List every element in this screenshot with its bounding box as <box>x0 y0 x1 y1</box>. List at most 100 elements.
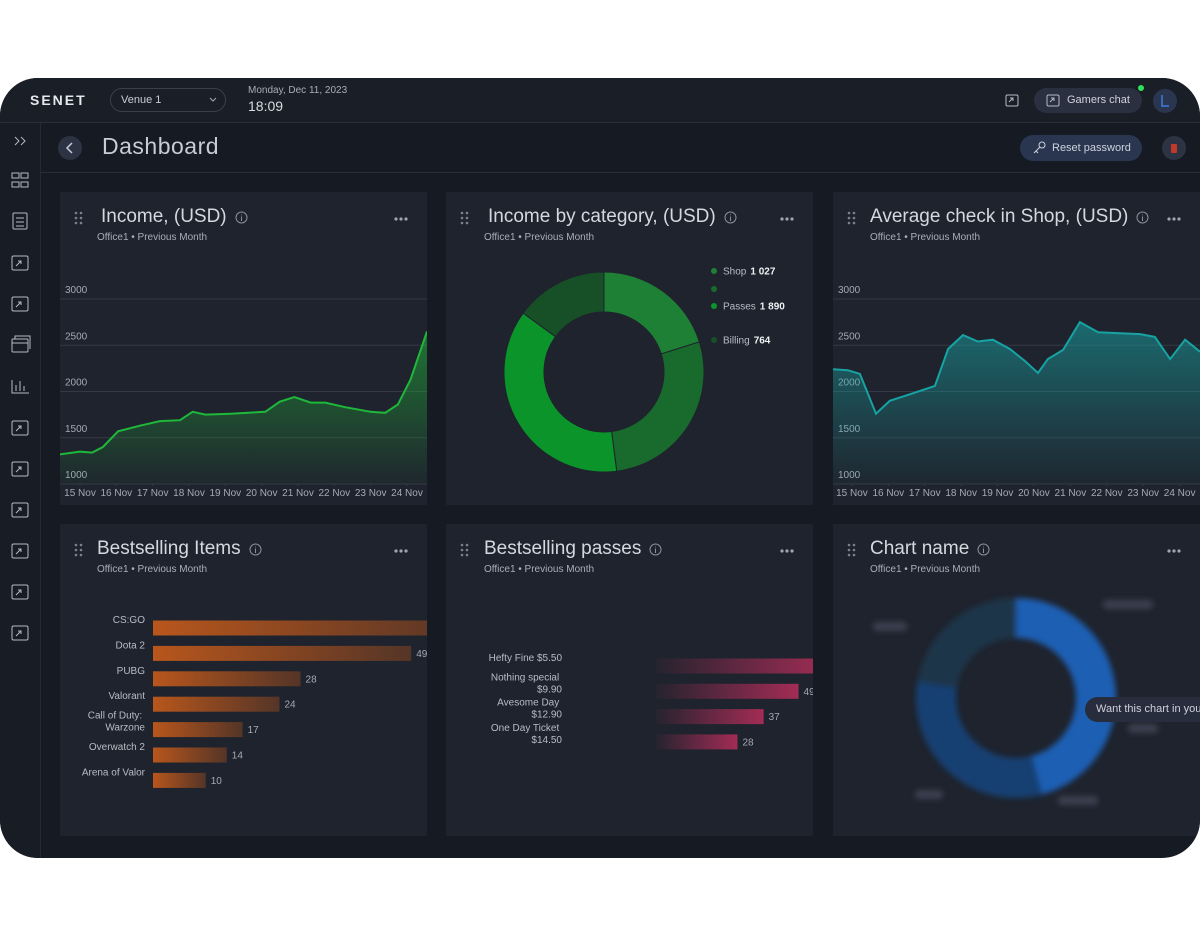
y-tick-label: 3000 <box>65 285 88 296</box>
menu-dot <box>785 217 789 221</box>
online-dot <box>1138 85 1144 91</box>
promo-button[interactable]: Want this chart in your <box>1085 697 1200 722</box>
category-label: Dota 2 <box>116 640 146 651</box>
gamers-chat-button[interactable]: Gamers chat <box>1034 88 1142 113</box>
info-icon[interactable] <box>1136 211 1149 224</box>
handle-dot <box>847 211 851 215</box>
value-label: 28 <box>306 674 318 685</box>
x-tick-label: 21 Nov <box>1055 488 1087 499</box>
legend-value: 1 890 <box>760 302 785 313</box>
card-menu[interactable] <box>394 217 408 221</box>
reset-password-button[interactable]: Reset password <box>1020 135 1142 161</box>
value-label: 24 <box>284 700 296 711</box>
menu-dot <box>780 217 784 221</box>
card-subtitle: Office1 • Previous Month <box>870 564 981 575</box>
card-menu[interactable] <box>780 549 794 553</box>
handle-dot <box>79 548 83 552</box>
bar <box>153 645 412 661</box>
passes-card: Hefty Fine $5.5060Nothing special $9.904… <box>446 524 813 836</box>
handle-dot <box>852 221 856 225</box>
handle-dot <box>74 548 78 552</box>
delete-button[interactable] <box>1161 135 1187 161</box>
avatar[interactable] <box>1150 82 1180 118</box>
logo: SENET <box>30 92 87 108</box>
card-menu[interactable] <box>1167 217 1181 221</box>
legend-item: Billing 764 <box>723 336 771 347</box>
page-title: Dashboard <box>102 133 220 159</box>
info-icon[interactable] <box>724 211 737 224</box>
screen-icon[interactable] <box>1005 94 1019 107</box>
card-subtitle: Office1 • Previous Month <box>870 232 981 243</box>
sidebar-icons <box>11 136 31 641</box>
donut-slice <box>522 271 605 338</box>
card-title-row: Income by category, (USD) <box>488 206 737 228</box>
chat-label: Gamers chat <box>1067 94 1130 106</box>
handle-dot <box>79 211 83 215</box>
area <box>60 331 427 484</box>
card-menu[interactable] <box>780 217 794 221</box>
category-label: CS:GO <box>113 615 145 626</box>
card-header: Bestselling passes Office1 • Previous Mon… <box>446 538 813 578</box>
card-subtitle: Office1 • Previous Month <box>484 232 595 243</box>
x-tick-label: 16 Nov <box>100 488 132 499</box>
x-tick-label: 19 Nov <box>982 488 1014 499</box>
x-tick-label: 15 Nov <box>836 488 868 499</box>
handle-dot <box>465 548 469 552</box>
category-label: PUBG <box>117 666 146 677</box>
handle-dot <box>847 221 851 225</box>
value-label: 17 <box>248 725 260 736</box>
chevron <box>209 97 217 102</box>
info-icon[interactable] <box>977 543 990 556</box>
handle-dot <box>79 543 83 547</box>
date: Monday, Dec 11, 2023 <box>248 85 348 96</box>
legend-label: Passes <box>723 302 756 313</box>
handle-dot <box>460 548 464 552</box>
y-tick-label: 3000 <box>838 285 861 296</box>
drag-handle <box>460 543 469 557</box>
bar <box>153 620 427 636</box>
handle-dot <box>79 216 83 220</box>
handle-dot <box>465 216 469 220</box>
info-icon[interactable] <box>249 543 262 556</box>
menu-dot <box>404 549 408 553</box>
donut-slice <box>611 341 705 472</box>
handle-dot <box>74 211 78 215</box>
bar <box>656 683 799 699</box>
venue-select[interactable]: Venue 1 <box>110 88 226 112</box>
card-menu[interactable] <box>1167 549 1181 553</box>
menu-dot <box>1167 217 1171 221</box>
card-header: Average check in Shop, (USD) Office1 • Pr… <box>833 206 1200 246</box>
bar <box>153 722 243 738</box>
y-tick-label: 2500 <box>838 331 861 342</box>
x-tick-label: 22 Nov <box>318 488 350 499</box>
y-tick-label: 2000 <box>65 378 88 389</box>
bar <box>153 747 227 763</box>
drag-handle <box>847 543 856 557</box>
back-button[interactable] <box>57 135 83 161</box>
key-icon <box>1033 141 1046 154</box>
passes-chart: Hefty Fine $5.5060Nothing special $9.904… <box>460 543 813 750</box>
handle-dot <box>79 553 83 557</box>
bar <box>656 658 813 674</box>
info-icon[interactable] <box>235 211 248 224</box>
x-tick-label: 15 Nov <box>64 488 96 499</box>
card-menu[interactable] <box>394 549 408 553</box>
card-title: Bestselling Items <box>97 538 241 559</box>
promo-card: Chart name Office1 • Previous Month Want … <box>833 524 1200 836</box>
value-label: 28 <box>742 737 754 748</box>
legend-marker <box>711 337 717 343</box>
x-tick-label: 17 Nov <box>909 488 941 499</box>
info-icon[interactable] <box>649 543 662 556</box>
handle-dot <box>460 543 464 547</box>
handle-dot <box>465 543 469 547</box>
bar <box>656 709 764 725</box>
category-label: Avesome Day $12.90 <box>497 698 562 721</box>
x-tick-label: 18 Nov <box>945 488 977 499</box>
time: 18:09 <box>248 98 284 114</box>
value-label: 14 <box>232 751 244 762</box>
card-subtitle: Office1 • Previous Month <box>97 564 208 575</box>
menu-dot <box>1177 217 1181 221</box>
